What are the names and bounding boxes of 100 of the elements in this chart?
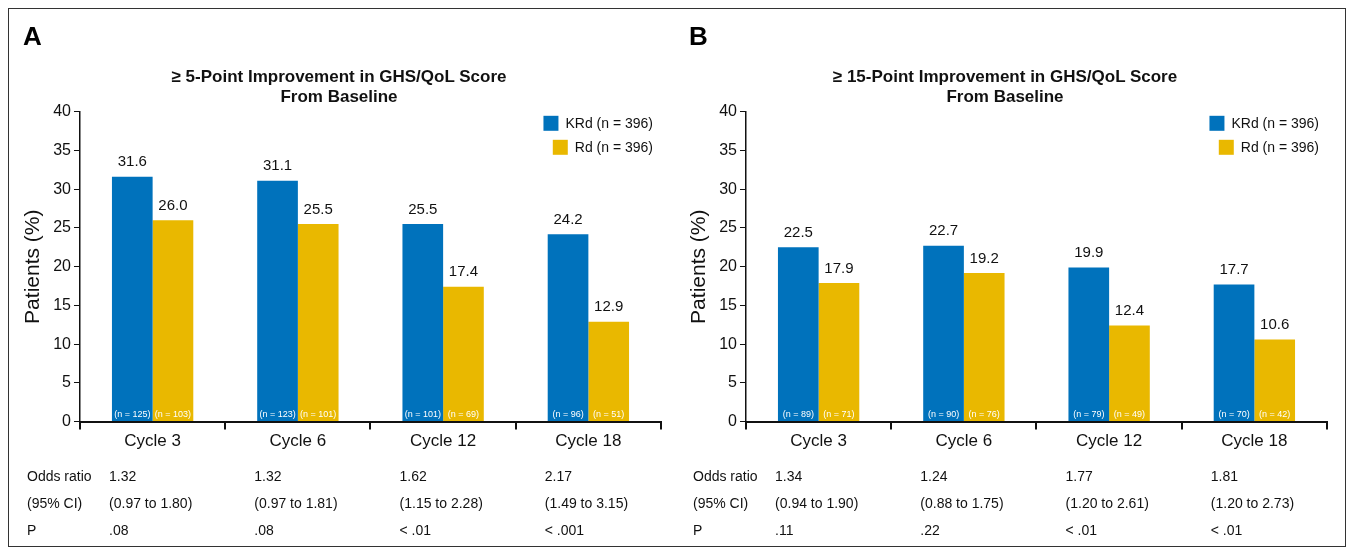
y-axis-title: Patients (%) <box>686 209 710 324</box>
y-tick-label: 10 <box>53 334 72 352</box>
annotation: (n = 49) <box>1113 408 1146 419</box>
text: (0.94 to 1.90) <box>775 495 859 512</box>
text: (0.97 to 1.80) <box>109 495 193 512</box>
data-label: 22.5 <box>783 222 813 240</box>
bar <box>257 180 298 422</box>
bar <box>111 176 153 422</box>
data-label: 12.4 <box>1114 301 1145 319</box>
annotation: (n = 89) <box>782 408 814 419</box>
annotation: (n = 125) <box>114 408 151 419</box>
text: 1.34 <box>775 468 803 485</box>
bar <box>1213 284 1255 422</box>
text: (0.97 to 1.81) <box>254 495 338 512</box>
annotation: (n = 101) <box>404 408 441 419</box>
bar <box>402 224 444 422</box>
y-tick-label: 35 <box>53 140 72 158</box>
data-label: 25.5 <box>408 199 438 217</box>
text: B <box>689 21 708 52</box>
text: 1.62 <box>399 468 428 485</box>
y-tick-label: 5 <box>62 373 72 391</box>
text: .08 <box>254 522 274 539</box>
text: P <box>27 522 37 539</box>
data-label: 19.9 <box>1074 243 1104 261</box>
text: 1.77 <box>1065 468 1094 485</box>
y-tick-label: 15 <box>53 295 72 313</box>
y-tick-label: 40 <box>53 102 72 120</box>
annotation: (n = 76) <box>968 408 1000 419</box>
bar <box>443 286 484 422</box>
text: 1.24 <box>920 468 948 485</box>
text: (95% CI) <box>27 495 83 512</box>
annotation: (n = 70) <box>1218 408 1250 419</box>
bar <box>1254 339 1296 422</box>
text: Odds ratio <box>27 468 92 485</box>
legend-label: Rd (n = 396) <box>574 138 654 155</box>
y-tick-label: 30 <box>53 179 72 197</box>
y-tick-label: 10 <box>719 334 738 352</box>
x-tick-label: Cycle 6 <box>269 431 327 451</box>
bar <box>547 234 589 422</box>
y-tick-label: 25 <box>53 218 72 236</box>
y-tick-label: 5 <box>728 373 738 391</box>
x-tick-label: Cycle 3 <box>124 431 181 451</box>
bar <box>1109 325 1150 422</box>
data-label: 24.2 <box>553 209 583 227</box>
y-tick-label: 40 <box>719 102 738 120</box>
text: 1.81 <box>1210 468 1239 485</box>
text: P <box>693 522 703 539</box>
text: < .01 <box>1065 522 1098 539</box>
chart-title: ≥ 15-Point Improvement in GHS/QoL Score From Baseline <box>832 66 1178 107</box>
text: .08 <box>109 522 129 539</box>
data-label: 25.5 <box>303 199 333 217</box>
text: A <box>23 21 42 52</box>
y-tick-label: 0 <box>62 412 72 430</box>
y-tick-label: 20 <box>53 257 72 275</box>
text: 1.32 <box>109 468 137 485</box>
data-label: 17.9 <box>824 258 854 276</box>
text: (95% CI) <box>693 495 749 512</box>
data-label: 10.6 <box>1260 315 1290 333</box>
x-tick-label: Cycle 18 <box>555 431 622 451</box>
text: 1.32 <box>254 468 282 485</box>
y-tick-label: 15 <box>719 295 738 313</box>
bar <box>152 220 194 422</box>
y-axis-title: Patients (%) <box>20 209 44 324</box>
legend-label: KRd (n = 396) <box>565 114 654 131</box>
data-label: 26.0 <box>158 195 188 213</box>
bar <box>923 245 964 422</box>
data-label: 31.1 <box>262 156 293 174</box>
data-label: 31.6 <box>117 152 147 170</box>
annotation: (n = 90) <box>927 408 960 419</box>
bar <box>818 282 860 422</box>
annotation: (n = 96) <box>552 408 584 419</box>
annotation: (n = 103) <box>154 408 192 419</box>
text: (1.20 to 2.73) <box>1210 495 1295 512</box>
annotation: (n = 69) <box>447 408 480 419</box>
text: (0.88 to 1.75) <box>920 495 1004 512</box>
bar <box>588 321 630 422</box>
y-tick-label: 30 <box>719 179 738 197</box>
bar <box>777 247 819 422</box>
text: < .01 <box>1210 522 1243 539</box>
data-label: 17.4 <box>448 262 479 280</box>
y-tick-label: 20 <box>719 257 738 275</box>
chart-title: ≥ 5-Point Improvement in GHS/QoL Score From Baseline <box>171 66 507 107</box>
x-tick-label: Cycle 18 <box>1221 431 1288 451</box>
data-label: 12.9 <box>594 297 624 315</box>
text: .11 <box>775 522 794 539</box>
x-tick-label: Cycle 12 <box>1076 431 1143 451</box>
legend-label: KRd (n = 396) <box>1231 114 1320 131</box>
legend-label: Rd (n = 396) <box>1240 138 1320 155</box>
text: (1.49 to 3.15) <box>544 495 629 512</box>
text: < .01 <box>399 522 432 539</box>
text: (1.20 to 2.61) <box>1065 495 1149 512</box>
x-tick-label: Cycle 6 <box>935 431 993 451</box>
text: .22 <box>920 522 940 539</box>
y-tick-label: 0 <box>728 412 738 430</box>
y-tick-label: 35 <box>719 140 738 158</box>
data-label: 17.7 <box>1219 260 1249 278</box>
text: < .001 <box>544 522 585 539</box>
text: 2.17 <box>544 468 573 485</box>
x-tick-label: Cycle 3 <box>790 431 847 451</box>
text: (1.15 to 2.28) <box>399 495 483 512</box>
